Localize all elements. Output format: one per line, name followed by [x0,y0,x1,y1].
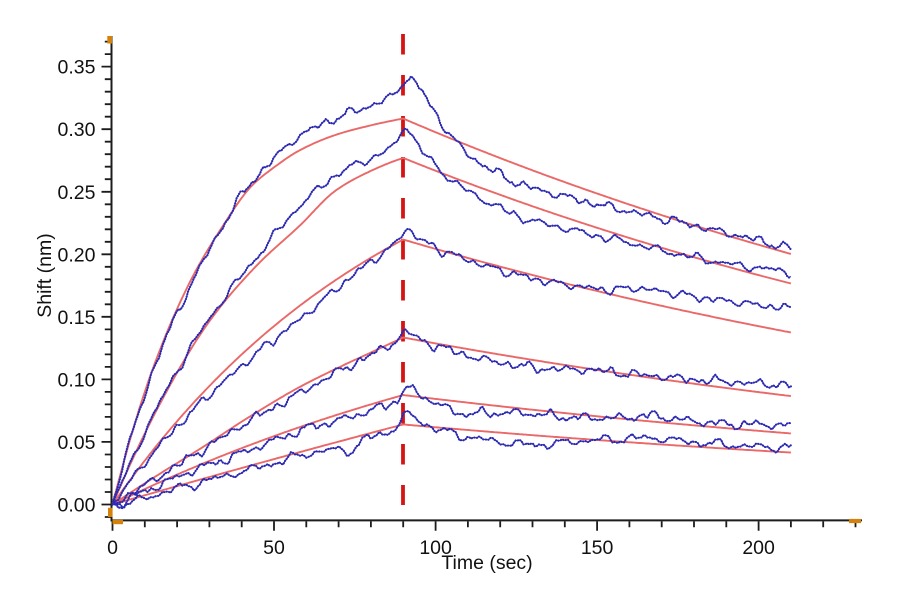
svg-text:50: 50 [263,537,285,559]
svg-text:0: 0 [107,537,118,559]
svg-text:200: 200 [742,537,775,559]
svg-text:Shift (nm): Shift (nm) [34,233,56,318]
svg-text:0.00: 0.00 [58,495,96,517]
svg-text:0.25: 0.25 [58,182,96,204]
svg-text:0.30: 0.30 [58,119,96,141]
svg-text:100: 100 [419,537,452,559]
svg-text:0.05: 0.05 [58,432,96,454]
svg-text:0.35: 0.35 [58,57,96,79]
svg-text:0.20: 0.20 [58,244,96,266]
svg-text:0.15: 0.15 [58,307,96,329]
svg-text:150: 150 [581,537,614,559]
svg-text:0.10: 0.10 [58,369,96,391]
svg-text:Time (sec): Time (sec) [441,552,532,574]
